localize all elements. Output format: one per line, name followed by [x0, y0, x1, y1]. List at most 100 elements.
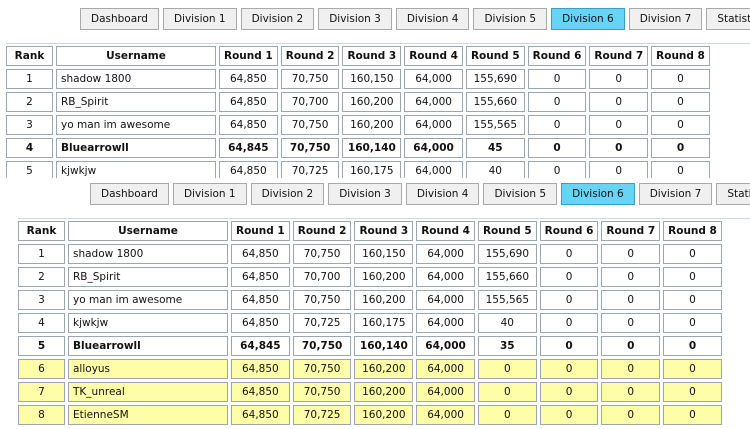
- round-3-cell: 160,200: [342, 92, 402, 112]
- column-header[interactable]: Round 5: [477, 221, 537, 241]
- round-4-cell: 64,000: [404, 161, 463, 178]
- round-6-cell: 0: [539, 290, 599, 310]
- username-cell: Bluearrowll: [68, 336, 228, 356]
- round-4-cell: 64,000: [416, 359, 475, 379]
- round-2-cell: 70,700: [280, 92, 340, 112]
- column-header[interactable]: Round 2: [280, 46, 340, 66]
- round-2-cell: 70,750: [280, 69, 340, 89]
- tab-division-6[interactable]: Division 6: [551, 8, 625, 30]
- column-header[interactable]: Round 4: [404, 46, 463, 66]
- column-header[interactable]: Round 1: [231, 221, 290, 241]
- table-row: 2 RB_Spirit 64,850 70,700 160,200 64,000 155,6…: [18, 267, 722, 287]
- username-cell: shadow 1800: [68, 244, 228, 264]
- round-5-cell: 155,690: [477, 244, 537, 264]
- round-2-cell: 70,750: [292, 290, 352, 310]
- round-6-cell: 0: [539, 244, 599, 264]
- round-7-cell: 0: [601, 313, 661, 333]
- tab-division-5[interactable]: Division 5: [473, 8, 548, 30]
- column-header[interactable]: Round 3: [354, 221, 414, 241]
- table-row: 5 Bluearrowll 64,845 70,750 160,140 64,000 35 0…: [18, 336, 722, 356]
- column-header[interactable]: Round 6: [527, 46, 587, 66]
- round-6-cell: 0: [527, 138, 587, 158]
- round-7-cell: 0: [601, 244, 661, 264]
- tab-division-1[interactable]: Division 1: [162, 8, 237, 30]
- round-2-cell: 70,750: [280, 115, 340, 135]
- column-header[interactable]: Rank: [6, 46, 53, 66]
- rank-cell: 2: [6, 92, 53, 112]
- round-7-cell: 0: [601, 290, 661, 310]
- table-row: 3 yo man im awesome 64,850 70,750 160,200 64,…: [6, 115, 710, 135]
- round-6-cell: 0: [527, 115, 587, 135]
- tab-division-1[interactable]: Division 1: [172, 183, 247, 205]
- table-header-row: Rank Username Round 1 Round 2 Round 3 Round 4…: [6, 46, 710, 66]
- tab-division-3[interactable]: Division 3: [328, 183, 402, 205]
- column-header[interactable]: Round 6: [539, 221, 599, 241]
- round-7-cell: 0: [601, 359, 661, 379]
- tab-division-7[interactable]: Division 7: [628, 8, 703, 30]
- rank-cell: 1: [6, 69, 53, 89]
- tab-division-7[interactable]: Division 7: [638, 183, 713, 205]
- round-3-cell: 160,200: [354, 405, 414, 425]
- column-header[interactable]: Username: [68, 221, 228, 241]
- tab-division-4[interactable]: Division 4: [405, 183, 480, 205]
- round-4-cell: 64,000: [416, 290, 475, 310]
- tab-division-2[interactable]: Division 2: [240, 8, 315, 30]
- round-8-cell: 0: [663, 336, 722, 356]
- username-cell: kjwkjw: [68, 313, 228, 333]
- tab-statistics[interactable]: Statistics: [716, 183, 750, 205]
- tab-statistics[interactable]: Statistics: [706, 8, 750, 30]
- round-4-cell: 64,000: [416, 382, 475, 402]
- column-header[interactable]: Round 5: [465, 46, 525, 66]
- tab-division-4[interactable]: Division 4: [395, 8, 470, 30]
- rank-cell: 4: [6, 138, 53, 158]
- tab-division-6[interactable]: Division 6: [561, 183, 635, 205]
- tab-dashboard[interactable]: Dashboard: [90, 183, 169, 205]
- column-header[interactable]: Round 7: [601, 221, 661, 241]
- column-header[interactable]: Round 8: [651, 46, 710, 66]
- tab-dashboard[interactable]: Dashboard: [80, 8, 159, 30]
- round-1-cell: 64,850: [219, 92, 278, 112]
- column-header[interactable]: Round 2: [292, 221, 352, 241]
- round-3-cell: 160,200: [354, 359, 414, 379]
- column-header[interactable]: Round 8: [663, 221, 722, 241]
- column-header[interactable]: Rank: [18, 221, 65, 241]
- round-5-cell: 35: [477, 336, 537, 356]
- table-row: 2 RB_Spirit 64,850 70,700 160,200 64,000 155,6…: [6, 92, 710, 112]
- round-7-cell: 0: [589, 138, 649, 158]
- column-header[interactable]: Round 3: [342, 46, 402, 66]
- table-body: 1 shadow 1800 64,850 70,750 160,150 64,000 155…: [18, 244, 722, 425]
- username-cell: TK_unreal: [68, 382, 228, 402]
- username-cell: kjwkjw: [56, 161, 216, 178]
- rank-cell: 5: [18, 336, 65, 356]
- round-1-cell: 64,850: [231, 267, 290, 287]
- round-7-cell: 0: [589, 115, 649, 135]
- round-2-cell: 70,750: [280, 138, 340, 158]
- round-6-cell: 0: [527, 161, 587, 178]
- tab-division-3[interactable]: Division 3: [318, 8, 392, 30]
- round-5-cell: 0: [477, 405, 537, 425]
- column-header[interactable]: Round 1: [219, 46, 278, 66]
- column-header[interactable]: Round 7: [589, 46, 649, 66]
- round-4-cell: 64,000: [404, 92, 463, 112]
- round-5-cell: 155,660: [465, 92, 525, 112]
- column-header[interactable]: Username: [56, 46, 216, 66]
- tab-division-2[interactable]: Division 2: [250, 183, 325, 205]
- round-8-cell: 0: [651, 115, 710, 135]
- rank-cell: 8: [18, 405, 65, 425]
- round-6-cell: 0: [539, 405, 599, 425]
- round-4-cell: 64,000: [404, 138, 463, 158]
- round-8-cell: 0: [651, 92, 710, 112]
- rank-cell: 3: [6, 115, 53, 135]
- round-1-cell: 64,845: [219, 138, 278, 158]
- round-7-cell: 0: [589, 161, 649, 178]
- table-row: 3 yo man im awesome 64,850 70,750 160,200 64,…: [18, 290, 722, 310]
- column-header[interactable]: Round 4: [416, 221, 475, 241]
- round-7-cell: 0: [601, 336, 661, 356]
- round-2-cell: 70,725: [292, 405, 352, 425]
- round-2-cell: 70,750: [292, 244, 352, 264]
- round-3-cell: 160,175: [354, 313, 414, 333]
- tab-division-5[interactable]: Division 5: [483, 183, 558, 205]
- round-8-cell: 0: [651, 161, 710, 178]
- round-4-cell: 64,000: [404, 115, 463, 135]
